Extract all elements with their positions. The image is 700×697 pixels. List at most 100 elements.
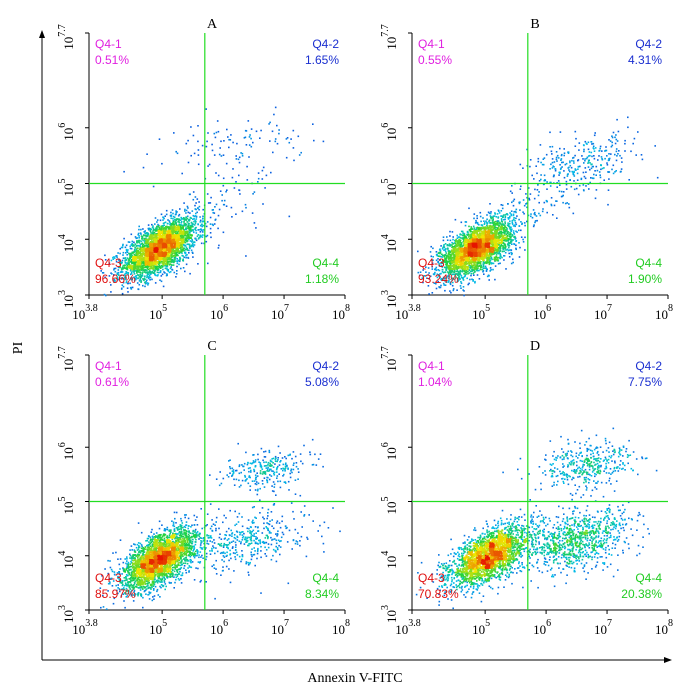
event-dot xyxy=(186,234,189,237)
event-dot xyxy=(174,220,177,222)
event-dot xyxy=(179,239,181,241)
event-dot xyxy=(156,227,158,230)
event-dot xyxy=(494,222,497,225)
event-dot xyxy=(582,158,584,160)
event-dot xyxy=(495,254,498,256)
event-dot xyxy=(171,258,174,261)
event-dot xyxy=(157,233,160,235)
event-dot xyxy=(432,247,434,250)
event-dot xyxy=(162,234,165,236)
event-dot xyxy=(607,203,609,206)
event-dot xyxy=(297,135,300,138)
event-dot xyxy=(563,148,565,150)
event-dot xyxy=(203,242,205,245)
event-dot xyxy=(595,189,598,191)
event-dot xyxy=(185,209,188,212)
event-dot xyxy=(167,251,169,254)
event-dot xyxy=(504,251,507,254)
event-dot xyxy=(499,245,502,247)
event-dot xyxy=(460,282,463,285)
event-dot xyxy=(170,211,172,214)
event-dot xyxy=(546,181,548,183)
event-dot xyxy=(464,221,467,223)
event-dot xyxy=(557,180,560,182)
event-dot xyxy=(555,158,558,161)
event-dot xyxy=(495,251,498,254)
event-dot xyxy=(497,209,500,212)
event-dot xyxy=(177,236,179,238)
event-dot xyxy=(459,285,462,287)
event-dot xyxy=(495,258,497,261)
event-dot xyxy=(178,230,181,233)
event-dot xyxy=(479,263,482,265)
event-dot xyxy=(141,262,143,265)
event-dot xyxy=(460,287,462,289)
event-dot xyxy=(582,171,585,174)
event-dot xyxy=(511,222,514,224)
event-dot xyxy=(177,218,179,220)
event-dot xyxy=(159,237,161,240)
event-dot xyxy=(164,229,166,232)
event-dot xyxy=(135,266,137,268)
event-dot xyxy=(206,140,208,143)
event-dot xyxy=(576,172,579,175)
event-dot xyxy=(538,191,540,193)
event-dot xyxy=(142,243,145,246)
event-dot xyxy=(441,256,443,258)
event-dot xyxy=(130,288,133,290)
event-dot xyxy=(512,239,514,241)
event-dot xyxy=(199,236,201,239)
event-dot xyxy=(151,234,154,236)
event-dot xyxy=(123,170,125,173)
event-dot xyxy=(138,266,140,268)
event-dot xyxy=(167,251,170,253)
event-dot xyxy=(151,223,153,226)
event-dot xyxy=(474,222,477,224)
event-dot xyxy=(149,242,151,245)
event-dot xyxy=(428,278,431,280)
event-dot xyxy=(135,237,138,240)
event-dot xyxy=(497,237,500,239)
event-dot xyxy=(594,170,596,172)
event-dot xyxy=(244,203,247,206)
event-dot xyxy=(217,214,220,217)
event-dot xyxy=(522,241,525,243)
event-dot xyxy=(243,137,246,139)
event-dot xyxy=(183,244,185,246)
event-dot xyxy=(290,138,292,140)
event-dot xyxy=(546,200,548,203)
event-dot xyxy=(227,136,229,138)
event-dot xyxy=(470,237,472,239)
event-dot xyxy=(525,193,527,195)
event-dot xyxy=(476,226,479,229)
event-dot xyxy=(506,232,508,234)
event-dot xyxy=(627,126,629,129)
event-dot xyxy=(124,272,127,275)
event-dot xyxy=(138,263,141,266)
event-dot xyxy=(165,240,168,242)
event-dot xyxy=(486,224,488,227)
event-dot xyxy=(185,248,187,250)
quadrant-name-Q4-1: Q4-1 xyxy=(95,37,122,51)
event-dot xyxy=(172,227,174,230)
event-dot xyxy=(479,268,482,270)
event-dot xyxy=(113,269,115,271)
event-dot xyxy=(116,272,119,274)
event-dot xyxy=(148,242,150,244)
event-dot xyxy=(590,167,593,170)
event-dot xyxy=(209,227,212,230)
event-dot xyxy=(450,266,452,268)
event-dot xyxy=(534,220,537,222)
event-dot xyxy=(134,257,136,259)
event-dot xyxy=(180,267,182,270)
event-dot xyxy=(161,226,164,228)
event-dot xyxy=(619,171,622,173)
event-dot xyxy=(207,165,209,167)
event-dot xyxy=(298,154,301,156)
event-dot xyxy=(468,207,470,210)
event-dot xyxy=(147,268,150,271)
event-dot xyxy=(102,272,105,274)
event-dot xyxy=(560,167,562,170)
event-dot xyxy=(167,261,169,263)
event-dot xyxy=(454,270,456,273)
